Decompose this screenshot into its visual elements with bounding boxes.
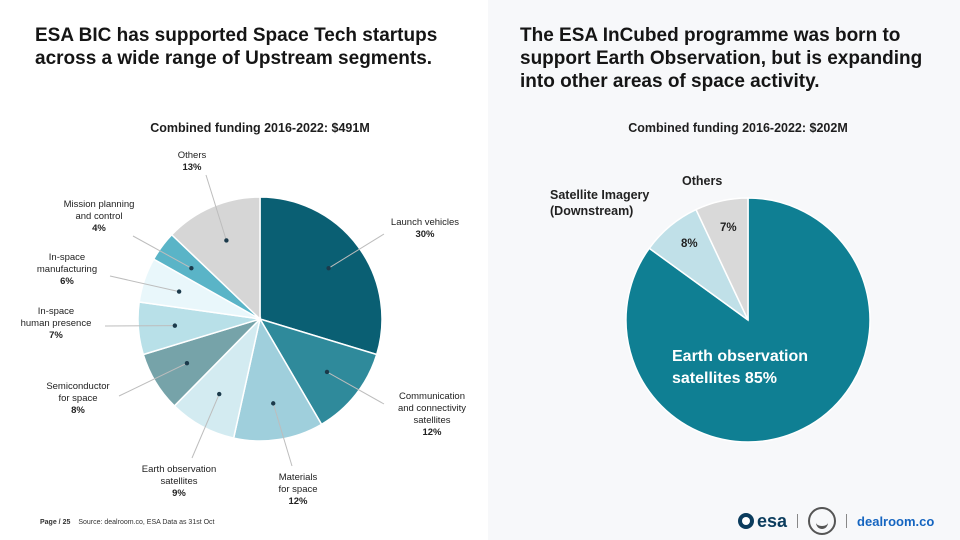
left-pie-leader-dot-2: [271, 401, 276, 406]
left-pie-leader-2: [272, 403, 293, 467]
left-pie-leader-lines: [104, 174, 385, 467]
left-pie-label-pct: 9%: [172, 488, 186, 499]
left-headline-line-2: across a wide range of Upstream segments…: [35, 48, 433, 69]
dealroom-logo: dealroom.co: [857, 513, 935, 529]
left-pie-label-text: manufacturing: [36, 264, 98, 275]
left-headline: ESA BIC has supported Space Tech startup…: [35, 24, 437, 70]
left-pie-leader-dot-6: [176, 289, 182, 294]
left-pie-leader-3: [191, 393, 220, 459]
right-headline-line-3: into other areas of space activity.: [520, 71, 820, 92]
left-pie-label-text: human presence: [20, 318, 92, 329]
left-pie-label-text: for space: [278, 484, 318, 495]
left-pie-slice-8: [170, 196, 261, 321]
left-pie-leader-dot-1: [324, 369, 330, 375]
left-pie-label-text: In-space: [37, 306, 75, 317]
left-headline-line-1: ESA BIC has supported Space Tech startup…: [35, 25, 438, 46]
left-pie-label-pct: 7%: [49, 330, 63, 341]
left-pie-leader-1: [326, 371, 385, 405]
right-chart-title: Combined funding 2016-2022: $202M: [628, 121, 848, 135]
left-chart-title: Combined funding 2016-2022: $491M: [150, 121, 370, 135]
left-pie-leader-dot-0: [326, 265, 331, 271]
left-pie-label-text: and control: [75, 211, 123, 222]
left-pie-label-pct: 13%: [182, 162, 202, 173]
right-headline-line-2: support Earth Observation, but is expand…: [520, 48, 923, 69]
left-pie-label-5: In-space human presence 7%: [21, 306, 92, 342]
left-pie-leader-0: [328, 233, 385, 269]
esa-logo-icon: [738, 513, 754, 529]
right-label-others: Others: [682, 174, 723, 188]
left-pie-label-text: Others: [177, 150, 207, 161]
left-pie-leader-dot-5: [172, 323, 178, 328]
left-pie-leader-dot-4: [184, 361, 190, 366]
left-pie-leader-dot-8: [224, 238, 229, 243]
right-pie-slice-2: [695, 197, 749, 321]
left-pie-label-text: In-space: [48, 252, 86, 263]
right-label-earth-observation: Earth observation satellites 85%: [672, 348, 809, 387]
left-pie-slice-0: [259, 196, 383, 356]
left-pie-slice-1: [258, 317, 378, 426]
left-pie-label-text: Mission planning: [63, 199, 135, 210]
left-pie-leader-dot-3: [217, 391, 222, 397]
left-pie-label-0: Launch vehicles 30%: [391, 217, 459, 241]
left-pie: [137, 196, 383, 442]
left-pie-label-6: In-space manufacturing 6%: [37, 252, 97, 288]
footer: Page / 25 Source: dealroom.co, ESA Data …: [40, 519, 215, 526]
left-pie-label-pct: 4%: [92, 223, 106, 234]
left-pie-label-1: Communication and connectivity satellites 1…: [398, 391, 466, 439]
left-pie-label-pct: 8%: [71, 405, 85, 416]
left-pie-label-7: Mission planning and control 4%: [64, 199, 135, 235]
right-pct-others: 7%: [720, 222, 737, 234]
right-headline-line-1: The ESA InCubed programme was born to: [520, 25, 901, 46]
esa-logo: esa: [738, 511, 787, 532]
logo-separator: [846, 514, 848, 528]
right-headline: The ESA InCubed programme was born to su…: [520, 24, 922, 93]
left-pie-label-pct: 30%: [415, 229, 435, 240]
left-pie-label-text: Communication: [399, 391, 465, 402]
left-pie-label-4: Semiconductor for space 8%: [46, 381, 109, 417]
left-pie-label-pct: 12%: [422, 427, 442, 438]
left-pie-label-text: satellites: [160, 476, 198, 487]
logo-bar: esa dealroom.co: [738, 505, 934, 537]
incubed-logo-icon: [808, 507, 837, 535]
left-pie-label-text: and connectivity: [397, 403, 467, 414]
left-pie-slice-2: [232, 316, 323, 442]
left-pie-label-text: Materials: [278, 472, 318, 483]
right-pct-satellite-imagery: 8%: [681, 238, 698, 250]
left-pie-label-pct: 12%: [288, 496, 308, 507]
left-pie-leader-7: [132, 235, 192, 269]
left-pie-label-text: Earth observation: [141, 464, 217, 475]
left-pie-label-text: for space: [58, 393, 98, 404]
right-label-satellite-imagery: Satellite Imagery (Downstream): [550, 188, 650, 218]
left-pie-label-3: Earth observation satellites 9%: [142, 464, 216, 500]
left-pie-leader-8: [205, 174, 227, 241]
page-number: Page / 25: [40, 519, 71, 526]
left-pie-leader-4: [118, 362, 188, 397]
left-pie-label-pct: 6%: [60, 276, 74, 287]
left-pie-label-8: Others 13%: [178, 150, 207, 174]
left-pie-leader-6: [109, 275, 180, 293]
left-pie-label-text: Semiconductor: [46, 381, 110, 392]
logo-separator: [797, 514, 799, 528]
left-pie-leader-dot-7: [189, 265, 194, 271]
right-pie: [625, 197, 871, 443]
source-note: Source: dealroom.co, ESA Data as 31st Oc…: [78, 519, 215, 526]
left-pie-label-text: satellites: [413, 415, 451, 426]
left-pie-label-text: Launch vehicles: [390, 217, 460, 228]
left-pie-label-2: Materials for space 12%: [278, 472, 317, 508]
